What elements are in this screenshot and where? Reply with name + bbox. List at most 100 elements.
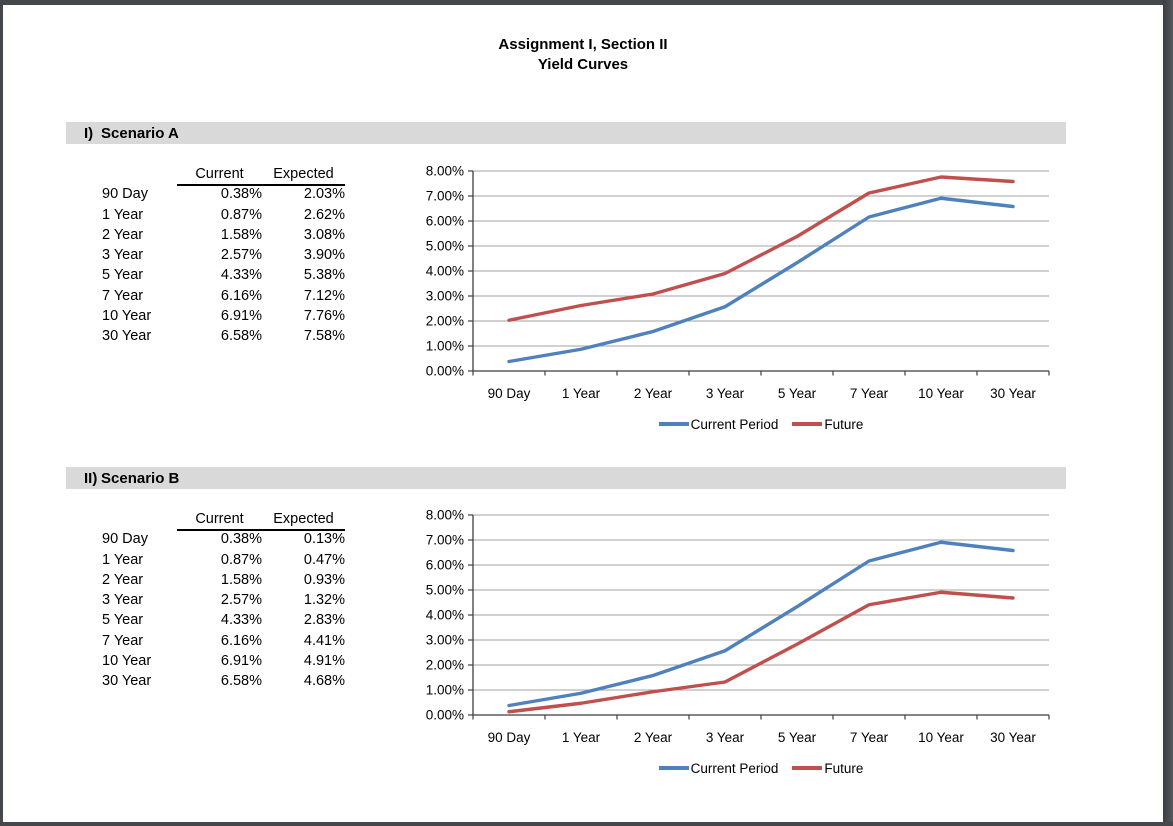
maturity-header-cell <box>102 509 177 531</box>
expected-value: 4.41% <box>303 632 345 649</box>
table-row: 3 Year 2.57% 3.90% <box>102 245 345 265</box>
svg-text:8.00%: 8.00% <box>426 508 464 523</box>
legend-line-future <box>792 766 823 770</box>
maturity-label: 7 Year <box>102 287 144 304</box>
legend-label: Future <box>824 760 864 776</box>
expected-value: 2.03% <box>303 186 345 203</box>
svg-text:90 Day: 90 Day <box>488 386 531 401</box>
current-value: 0.38% <box>220 186 262 203</box>
current-value: 6.58% <box>220 328 262 345</box>
svg-text:1 Year: 1 Year <box>562 730 601 745</box>
maturity-label: 90 Day <box>102 186 148 203</box>
maturity-label: 30 Year <box>102 673 152 690</box>
current-value: 0.87% <box>220 551 262 568</box>
svg-text:7.00%: 7.00% <box>426 533 464 548</box>
table-header-row: Current Expected <box>102 164 345 187</box>
yield-chart-scenario-a: 0.00% 1.00% 2.00% 3.00% 4.00% 5.00% 6.00% 7.00%… <box>424 160 1069 450</box>
series-line-current-period <box>507 196 1015 364</box>
maturity-label: 10 Year <box>102 308 152 325</box>
maturity-label: 1 Year <box>102 551 144 568</box>
table-row: 7 Year 6.16% 7.12% <box>102 286 345 306</box>
table-row: 10 Year 6.91% 7.76% <box>102 306 345 326</box>
maturity-label: 2 Year <box>102 226 144 243</box>
yield-chart-svg: 0.00% 1.00% 2.00% 3.00% 4.00% 5.00% 6.00% 7.00%… <box>426 164 1050 401</box>
current-value: 0.87% <box>220 206 262 223</box>
current-value: 0.38% <box>220 531 262 548</box>
section-title: Scenario A <box>101 124 179 142</box>
legend-label: Current Period <box>690 760 779 776</box>
svg-text:90 Day: 90 Day <box>488 730 531 745</box>
col-header-expected: Expected <box>262 164 345 187</box>
current-value: 6.58% <box>220 673 262 690</box>
legend-item-future: Future <box>792 761 863 776</box>
maturity-table-scenario-a: Current Expected 90 Day 0.38% 2.03% 1 Ye… <box>102 164 345 347</box>
section-header-scenario-a: I) Scenario A <box>66 122 1066 144</box>
current-value: 4.33% <box>220 267 262 284</box>
legend-label: Current Period <box>690 416 779 432</box>
series-line-future <box>507 590 1015 714</box>
table-row: 1 Year 0.87% 2.62% <box>102 205 345 225</box>
svg-text:5 Year: 5 Year <box>778 730 817 745</box>
maturity-label: 2 Year <box>102 571 144 588</box>
expected-value: 5.38% <box>303 267 345 284</box>
expected-value: 2.83% <box>303 612 345 629</box>
svg-text:0.00%: 0.00% <box>426 708 464 723</box>
expected-value: 3.90% <box>303 247 345 264</box>
svg-text:2 Year: 2 Year <box>634 730 673 745</box>
col-header-current: Current <box>177 509 262 532</box>
expected-value: 4.91% <box>303 653 345 670</box>
expected-value: 3.08% <box>303 226 345 243</box>
svg-text:3 Year: 3 Year <box>706 386 745 401</box>
svg-text:7 Year: 7 Year <box>850 730 889 745</box>
svg-text:4.00%: 4.00% <box>426 608 464 623</box>
maturity-label: 1 Year <box>102 206 144 223</box>
current-value: 6.91% <box>220 308 262 325</box>
svg-text:1.00%: 1.00% <box>426 683 464 698</box>
table-row: 2 Year 1.58% 0.93% <box>102 570 345 590</box>
section-title: Scenario B <box>101 469 180 487</box>
maturity-label: 3 Year <box>102 592 144 609</box>
legend-line-current-period <box>658 422 689 426</box>
table-row: 3 Year 2.57% 1.32% <box>102 590 345 610</box>
svg-text:0.00%: 0.00% <box>426 364 464 379</box>
col-header-current: Current <box>177 164 262 187</box>
table-row: 10 Year 6.91% 4.91% <box>102 651 345 671</box>
table-row: 30 Year 6.58% 4.68% <box>102 671 345 691</box>
viewer-frame-left <box>0 0 3 826</box>
current-value: 2.57% <box>220 592 262 609</box>
svg-text:30 Year: 30 Year <box>990 386 1036 401</box>
page-title: Assignment I, Section II Yield Curves <box>0 35 1166 75</box>
chart-legend: Current Period Future <box>473 760 1049 776</box>
svg-text:7 Year: 7 Year <box>850 386 889 401</box>
expected-value: 0.47% <box>303 551 345 568</box>
expected-value: 4.68% <box>303 673 345 690</box>
legend-item-future: Future <box>792 417 863 432</box>
table-body: 90 Day 0.38% 2.03% 1 Year 0.87% 2.62% 2 … <box>102 184 345 346</box>
maturity-label: 7 Year <box>102 632 144 649</box>
current-value: 1.58% <box>220 571 262 588</box>
expected-value: 7.58% <box>303 328 345 345</box>
table-body: 90 Day 0.38% 0.13% 1 Year 0.87% 0.47% 2 … <box>102 529 345 691</box>
svg-text:3 Year: 3 Year <box>706 730 745 745</box>
section-header-scenario-b: II) Scenario B <box>66 467 1066 489</box>
legend-item-current-period: Current Period <box>658 760 779 776</box>
page-title-line2: Yield Curves <box>537 56 629 73</box>
maturity-label: 10 Year <box>102 653 152 670</box>
table-row: 2 Year 1.58% 3.08% <box>102 225 345 245</box>
table-row: 90 Day 0.38% 0.13% <box>102 529 345 549</box>
svg-text:2.00%: 2.00% <box>426 658 464 673</box>
svg-text:2.00%: 2.00% <box>426 314 464 329</box>
maturity-label: 30 Year <box>102 328 152 345</box>
maturity-label: 5 Year <box>102 612 144 629</box>
svg-text:4.00%: 4.00% <box>426 264 464 279</box>
current-value: 1.58% <box>220 226 262 243</box>
expected-value: 7.12% <box>303 287 345 304</box>
legend-line-future <box>792 422 823 426</box>
svg-text:8.00%: 8.00% <box>426 164 464 179</box>
svg-text:2 Year: 2 Year <box>634 386 673 401</box>
maturity-label: 3 Year <box>102 247 144 264</box>
table-header-row: Current Expected <box>102 509 345 532</box>
legend-item-current-period: Current Period <box>658 416 779 432</box>
section-numeral: II) <box>84 469 98 487</box>
svg-text:1.00%: 1.00% <box>426 339 464 354</box>
